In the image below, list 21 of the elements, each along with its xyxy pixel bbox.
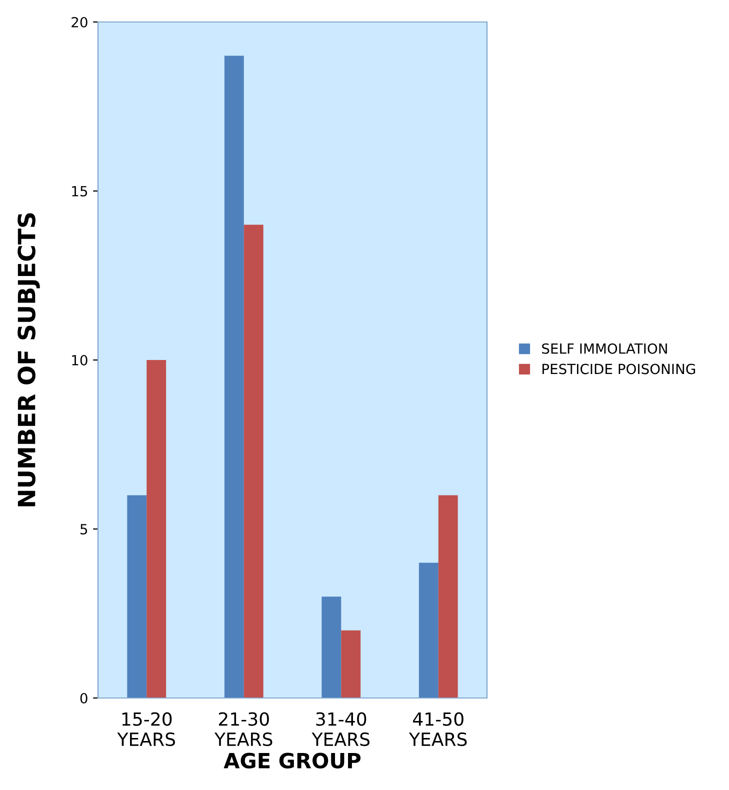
bar — [438, 495, 458, 698]
bar — [418, 562, 438, 698]
legend-label: PESTICIDE POISONING — [542, 364, 696, 374]
bar — [244, 224, 264, 698]
x-tick-label: 15-20 YEARS — [117, 712, 176, 746]
x-tick-label: 41-50 YEARS — [408, 712, 467, 746]
y-tick-label: 0 — [80, 692, 88, 704]
y-tick-label: 20 — [72, 16, 88, 28]
bar — [127, 495, 147, 698]
bar — [322, 596, 342, 698]
y-tick-label: 5 — [80, 524, 88, 534]
x-axis-title: AGE GROUP — [224, 752, 361, 768]
y-tick-label: 15 — [72, 186, 88, 196]
x-tick-label: 21-30 YEARS — [214, 712, 272, 746]
y-axis-title: NUMBER OF SUBJECTS — [18, 213, 40, 506]
y-tick-label: 10 — [72, 354, 88, 366]
bar — [146, 360, 166, 698]
x-tick-label: 31-40 YEARS — [312, 712, 370, 746]
bar — [224, 56, 244, 698]
bar — [341, 630, 361, 698]
legend-label: SELF IMMOLATION — [542, 343, 667, 354]
